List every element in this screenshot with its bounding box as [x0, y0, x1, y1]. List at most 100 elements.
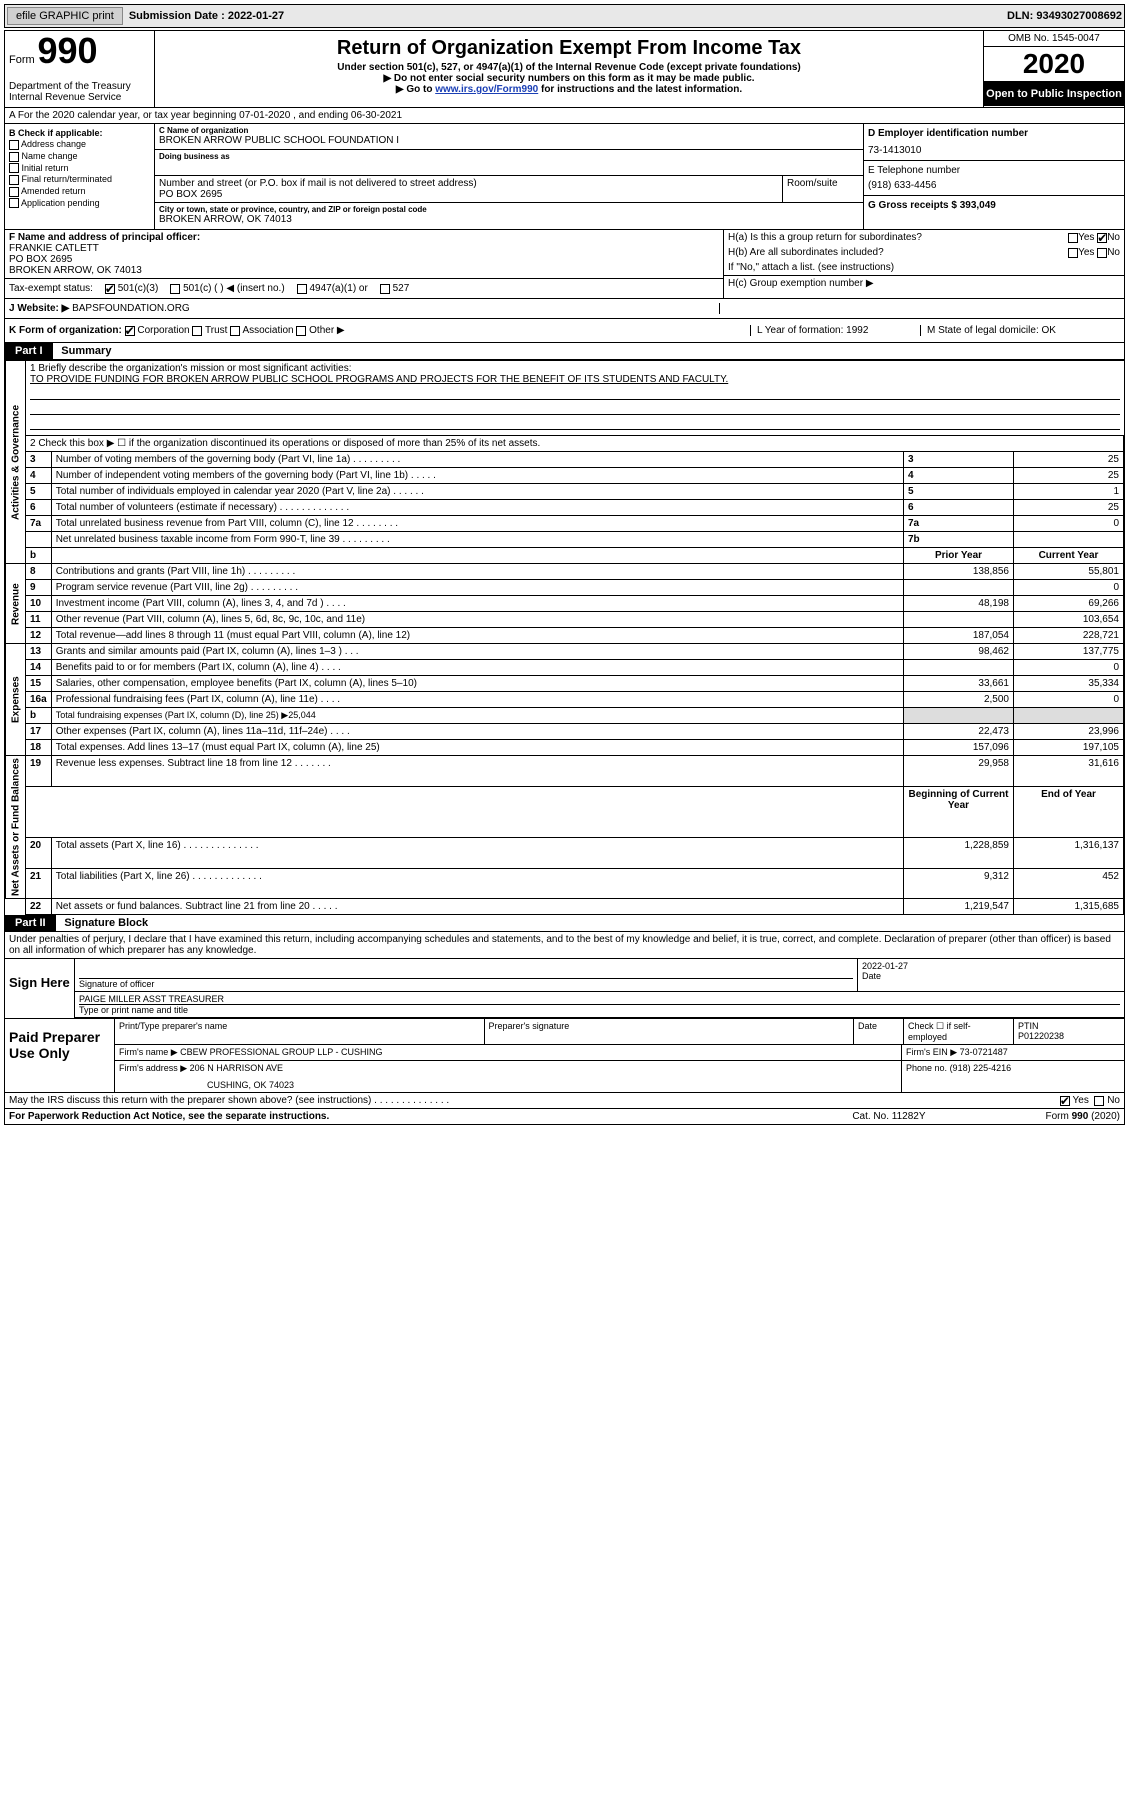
form-number-footer: Form 990 (2020) [1046, 1111, 1120, 1122]
form-title: Return of Organization Exempt From Incom… [159, 37, 979, 60]
tax-year: 2020 [984, 47, 1124, 82]
gross-receipts: G Gross receipts $ 393,049 [868, 200, 1120, 211]
box-d-ein-phone: D Employer identification number 73-1413… [864, 124, 1124, 229]
check-final-return[interactable]: Final return/terminated [9, 174, 150, 185]
line1-label: 1 Briefly describe the organization's mi… [30, 363, 1120, 374]
treasury-dept-line2: Internal Revenue Service [9, 92, 150, 103]
org-name: BROKEN ARROW PUBLIC SCHOOL FOUNDATION I [159, 135, 859, 146]
check-4947a1[interactable]: 4947(a)(1) or [297, 283, 368, 294]
discuss-no[interactable]: No [1094, 1095, 1120, 1106]
check-trust[interactable]: Trust [192, 325, 227, 336]
omb-number: OMB No. 1545-0047 [984, 31, 1124, 47]
h-b-row: H(b) Are all subordinates included? Yes … [724, 245, 1124, 260]
firm-ein-label: Firm's EIN ▶ [906, 1047, 957, 1057]
dln-label: DLN: 93493027008692 [1007, 10, 1122, 22]
box-f-label: F Name and address of principal officer: [9, 232, 719, 243]
gov-line-6: 6Total number of volunteers (estimate if… [6, 500, 1124, 516]
side-label-netassets: Net Assets or Fund Balances [6, 756, 26, 899]
gov-line-7a: 7aTotal unrelated business revenue from … [6, 516, 1124, 532]
sign-date-value: 2022-01-27 [862, 961, 1120, 971]
exp-line-16b: bTotal fundraising expenses (Part IX, co… [6, 708, 1124, 724]
part1-badge: Part I [5, 343, 53, 359]
gov-line-5: 5Total number of individuals employed in… [6, 484, 1124, 500]
check-application-pending[interactable]: Application pending [9, 198, 150, 209]
check-corporation[interactable]: Corporation [125, 325, 190, 336]
net-line-21: 21Total liabilities (Part X, line 26) . … [6, 868, 1124, 899]
section-bcd: B Check if applicable: Address change Na… [5, 124, 1124, 230]
website-label: J Website: ▶ [9, 303, 69, 314]
col-headers-rev: bPrior YearCurrent Year [6, 548, 1124, 564]
sign-here-label: Sign Here [5, 959, 75, 1018]
ptin-label: PTIN [1018, 1021, 1120, 1031]
street-label: Number and street (or P.O. box if mail i… [159, 178, 778, 189]
city-value: BROKEN ARROW, OK 74013 [159, 214, 859, 225]
check-initial-return[interactable]: Initial return [9, 163, 150, 174]
box-b-label: B Check if applicable: [9, 128, 150, 138]
phone-value: (918) 633-4456 [868, 180, 1120, 191]
prep-self-employed: Check ☐ if self-employed [904, 1019, 1014, 1044]
check-527[interactable]: 527 [380, 283, 409, 294]
prep-name-label: Print/Type preparer's name [115, 1019, 485, 1044]
check-amended-return[interactable]: Amended return [9, 186, 150, 197]
form-number-block: Form 990 Department of the Treasury Inte… [5, 31, 155, 107]
exp-line-17: 17Other expenses (Part IX, column (A), l… [6, 724, 1124, 740]
form-subtitle: Under section 501(c), 527, or 4947(a)(1)… [159, 62, 979, 73]
gov-line-7b: Net unrelated business taxable income fr… [6, 532, 1124, 548]
check-association[interactable]: Association [230, 325, 293, 336]
h-b-note: If "No," attach a list. (see instruction… [724, 260, 1124, 275]
rev-line-9: 9Program service revenue (Part VIII, lin… [6, 580, 1124, 596]
h-c-row: H(c) Group exemption number ▶ [724, 275, 1124, 291]
check-address-change[interactable]: Address change [9, 139, 150, 150]
submission-date-label: Submission Date : 2022-01-27 [129, 10, 284, 22]
phone-label: E Telephone number [868, 165, 1120, 176]
exp-line-18: 18Total expenses. Add lines 13–17 (must … [6, 740, 1124, 756]
firm-phone-value: (918) 225-4216 [950, 1063, 1012, 1073]
net-line-22: 22Net assets or fund balances. Subtract … [6, 899, 1124, 915]
gov-line-4: 4Number of independent voting members of… [6, 468, 1124, 484]
firm-addr2: CUSHING, OK 74023 [207, 1080, 897, 1090]
top-toolbar: efile GRAPHIC print Submission Date : 20… [4, 4, 1125, 28]
city-label: City or town, state or province, country… [159, 205, 859, 214]
net-line-20: 20Total assets (Part X, line 16) . . . .… [6, 838, 1124, 869]
part2-badge: Part II [5, 915, 56, 931]
h-a-row: H(a) Is this a group return for subordin… [724, 230, 1124, 245]
exp-line-16a: 16aProfessional fundraising fees (Part I… [6, 692, 1124, 708]
form-990-page: Form 990 Department of the Treasury Inte… [4, 30, 1125, 1125]
check-501c-other[interactable]: 501(c) ( ) ◀ (insert no.) [170, 283, 284, 294]
form-year-block: OMB No. 1545-0047 2020 Open to Public In… [984, 31, 1124, 107]
mission-text: TO PROVIDE FUNDING FOR BROKEN ARROW PUBL… [30, 374, 1120, 385]
col-headers-net: Beginning of Current YearEnd of Year [6, 786, 1124, 837]
efile-print-button[interactable]: efile GRAPHIC print [7, 7, 123, 25]
ein-label: D Employer identification number [868, 128, 1120, 139]
sign-date-label: Date [862, 971, 1120, 981]
ein-value: 73-1413010 [868, 145, 1120, 156]
part1-title: Summary [55, 345, 111, 357]
paid-preparer-label: Paid Preparer Use Only [5, 1019, 115, 1092]
check-name-change[interactable]: Name change [9, 151, 150, 162]
check-other[interactable]: Other ▶ [296, 325, 344, 336]
sign-here-section: Sign Here Signature of officer 2022-01-2… [5, 958, 1124, 1018]
officer-addr2: BROKEN ARROW, OK 74013 [9, 265, 719, 276]
treasury-dept-line1: Department of the Treasury [9, 81, 150, 92]
year-formation: L Year of formation: 1992 [750, 325, 920, 336]
form-word: Form [9, 54, 35, 66]
ptin-value: P01220238 [1018, 1031, 1120, 1041]
exp-line-19: Net Assets or Fund Balances 19Revenue le… [6, 756, 1124, 787]
paperwork-notice: For Paperwork Reduction Act Notice, see … [9, 1111, 329, 1122]
k-label: K Form of organization: [9, 325, 122, 336]
officer-addr1: PO BOX 2695 [9, 254, 719, 265]
check-501c3[interactable]: 501(c)(3) [105, 283, 158, 294]
prep-sig-label: Preparer's signature [485, 1019, 855, 1044]
exp-line-14: 14Benefits paid to or for members (Part … [6, 660, 1124, 676]
suite-label: Room/suite [787, 178, 859, 189]
officer-name-title: PAIGE MILLER ASST TREASURER [79, 994, 1120, 1004]
firm-name-label: Firm's name ▶ [119, 1047, 178, 1057]
officer-name: FRANKIE CATLETT [9, 243, 719, 254]
form-note2: ▶ Go to www.irs.gov/Form990 for instruct… [159, 84, 979, 95]
part1-header-row: Part I Summary [5, 343, 1124, 360]
irs-form990-link[interactable]: www.irs.gov/Form990 [435, 84, 538, 95]
discuss-yes[interactable]: Yes [1060, 1095, 1089, 1106]
street-value: PO BOX 2695 [159, 189, 778, 200]
row-a-tax-year-dates: A For the 2020 calendar year, or tax yea… [5, 108, 1124, 124]
name-title-label: Type or print name and title [79, 1004, 1120, 1015]
